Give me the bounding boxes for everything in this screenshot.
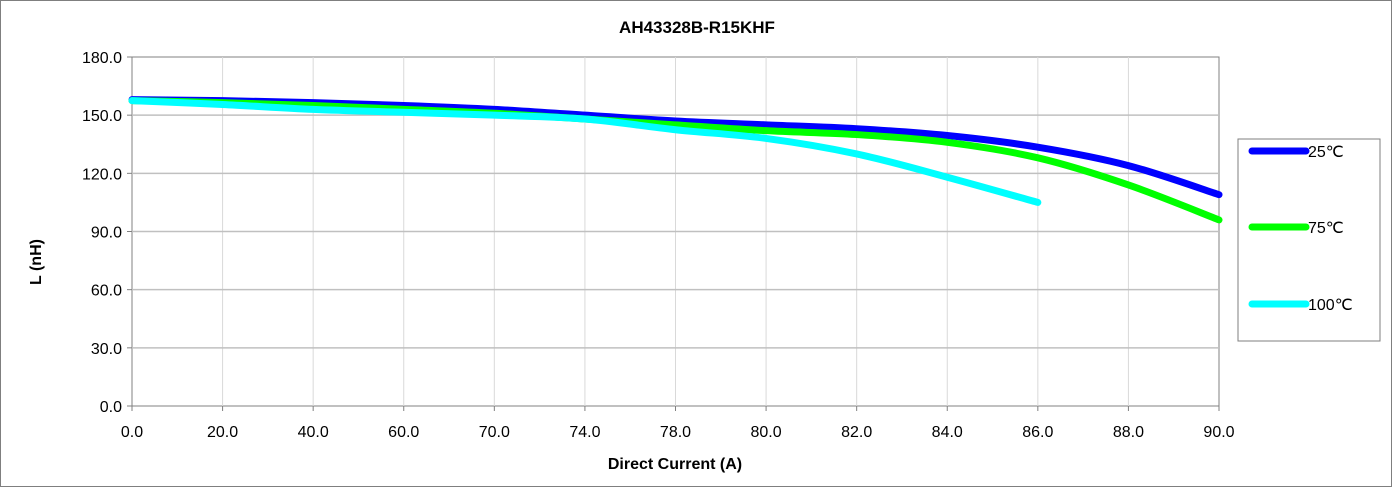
y-tick-label: 180.0: [82, 50, 122, 67]
x-tick-label: 88.0: [1113, 424, 1144, 441]
legend-label: 25℃: [1308, 144, 1344, 161]
x-tick-label: 78.0: [660, 424, 691, 441]
legend-label: 100℃: [1308, 297, 1353, 314]
legend-label: 75℃: [1308, 220, 1344, 237]
y-tick-label: 60.0: [91, 283, 122, 300]
legend-box: [1237, 138, 1381, 342]
x-tick-label: 82.0: [841, 424, 872, 441]
x-tick-label: 40.0: [298, 424, 329, 441]
legend: 25℃ 75℃ 100℃: [1237, 138, 1381, 342]
series-line-100c: [128, 97, 1042, 206]
x-tick-label: 60.0: [388, 424, 419, 441]
y-axis-title: L (nH): [28, 239, 45, 285]
x-tick-label: 20.0: [207, 424, 238, 441]
y-tick-label: 90.0: [91, 225, 122, 242]
chart-title: AH43328B-R15KHF: [619, 18, 775, 37]
x-tick-label: 70.0: [479, 424, 510, 441]
x-tick-label: 74.0: [569, 424, 600, 441]
x-tick-label: 86.0: [1022, 424, 1053, 441]
x-tick-label: 84.0: [932, 424, 963, 441]
y-tick-label: 150.0: [82, 108, 122, 125]
series-line-75c: [128, 97, 1223, 224]
x-axis-title: Direct Current (A): [608, 456, 742, 473]
x-tick-label: 90.0: [1203, 424, 1234, 441]
y-tick-label: 30.0: [91, 341, 122, 358]
x-tick-label: 0.0: [121, 424, 143, 441]
y-tick-label: 0.0: [100, 399, 122, 416]
y-tick-label: 120.0: [82, 166, 122, 183]
x-tick-label: 80.0: [751, 424, 782, 441]
